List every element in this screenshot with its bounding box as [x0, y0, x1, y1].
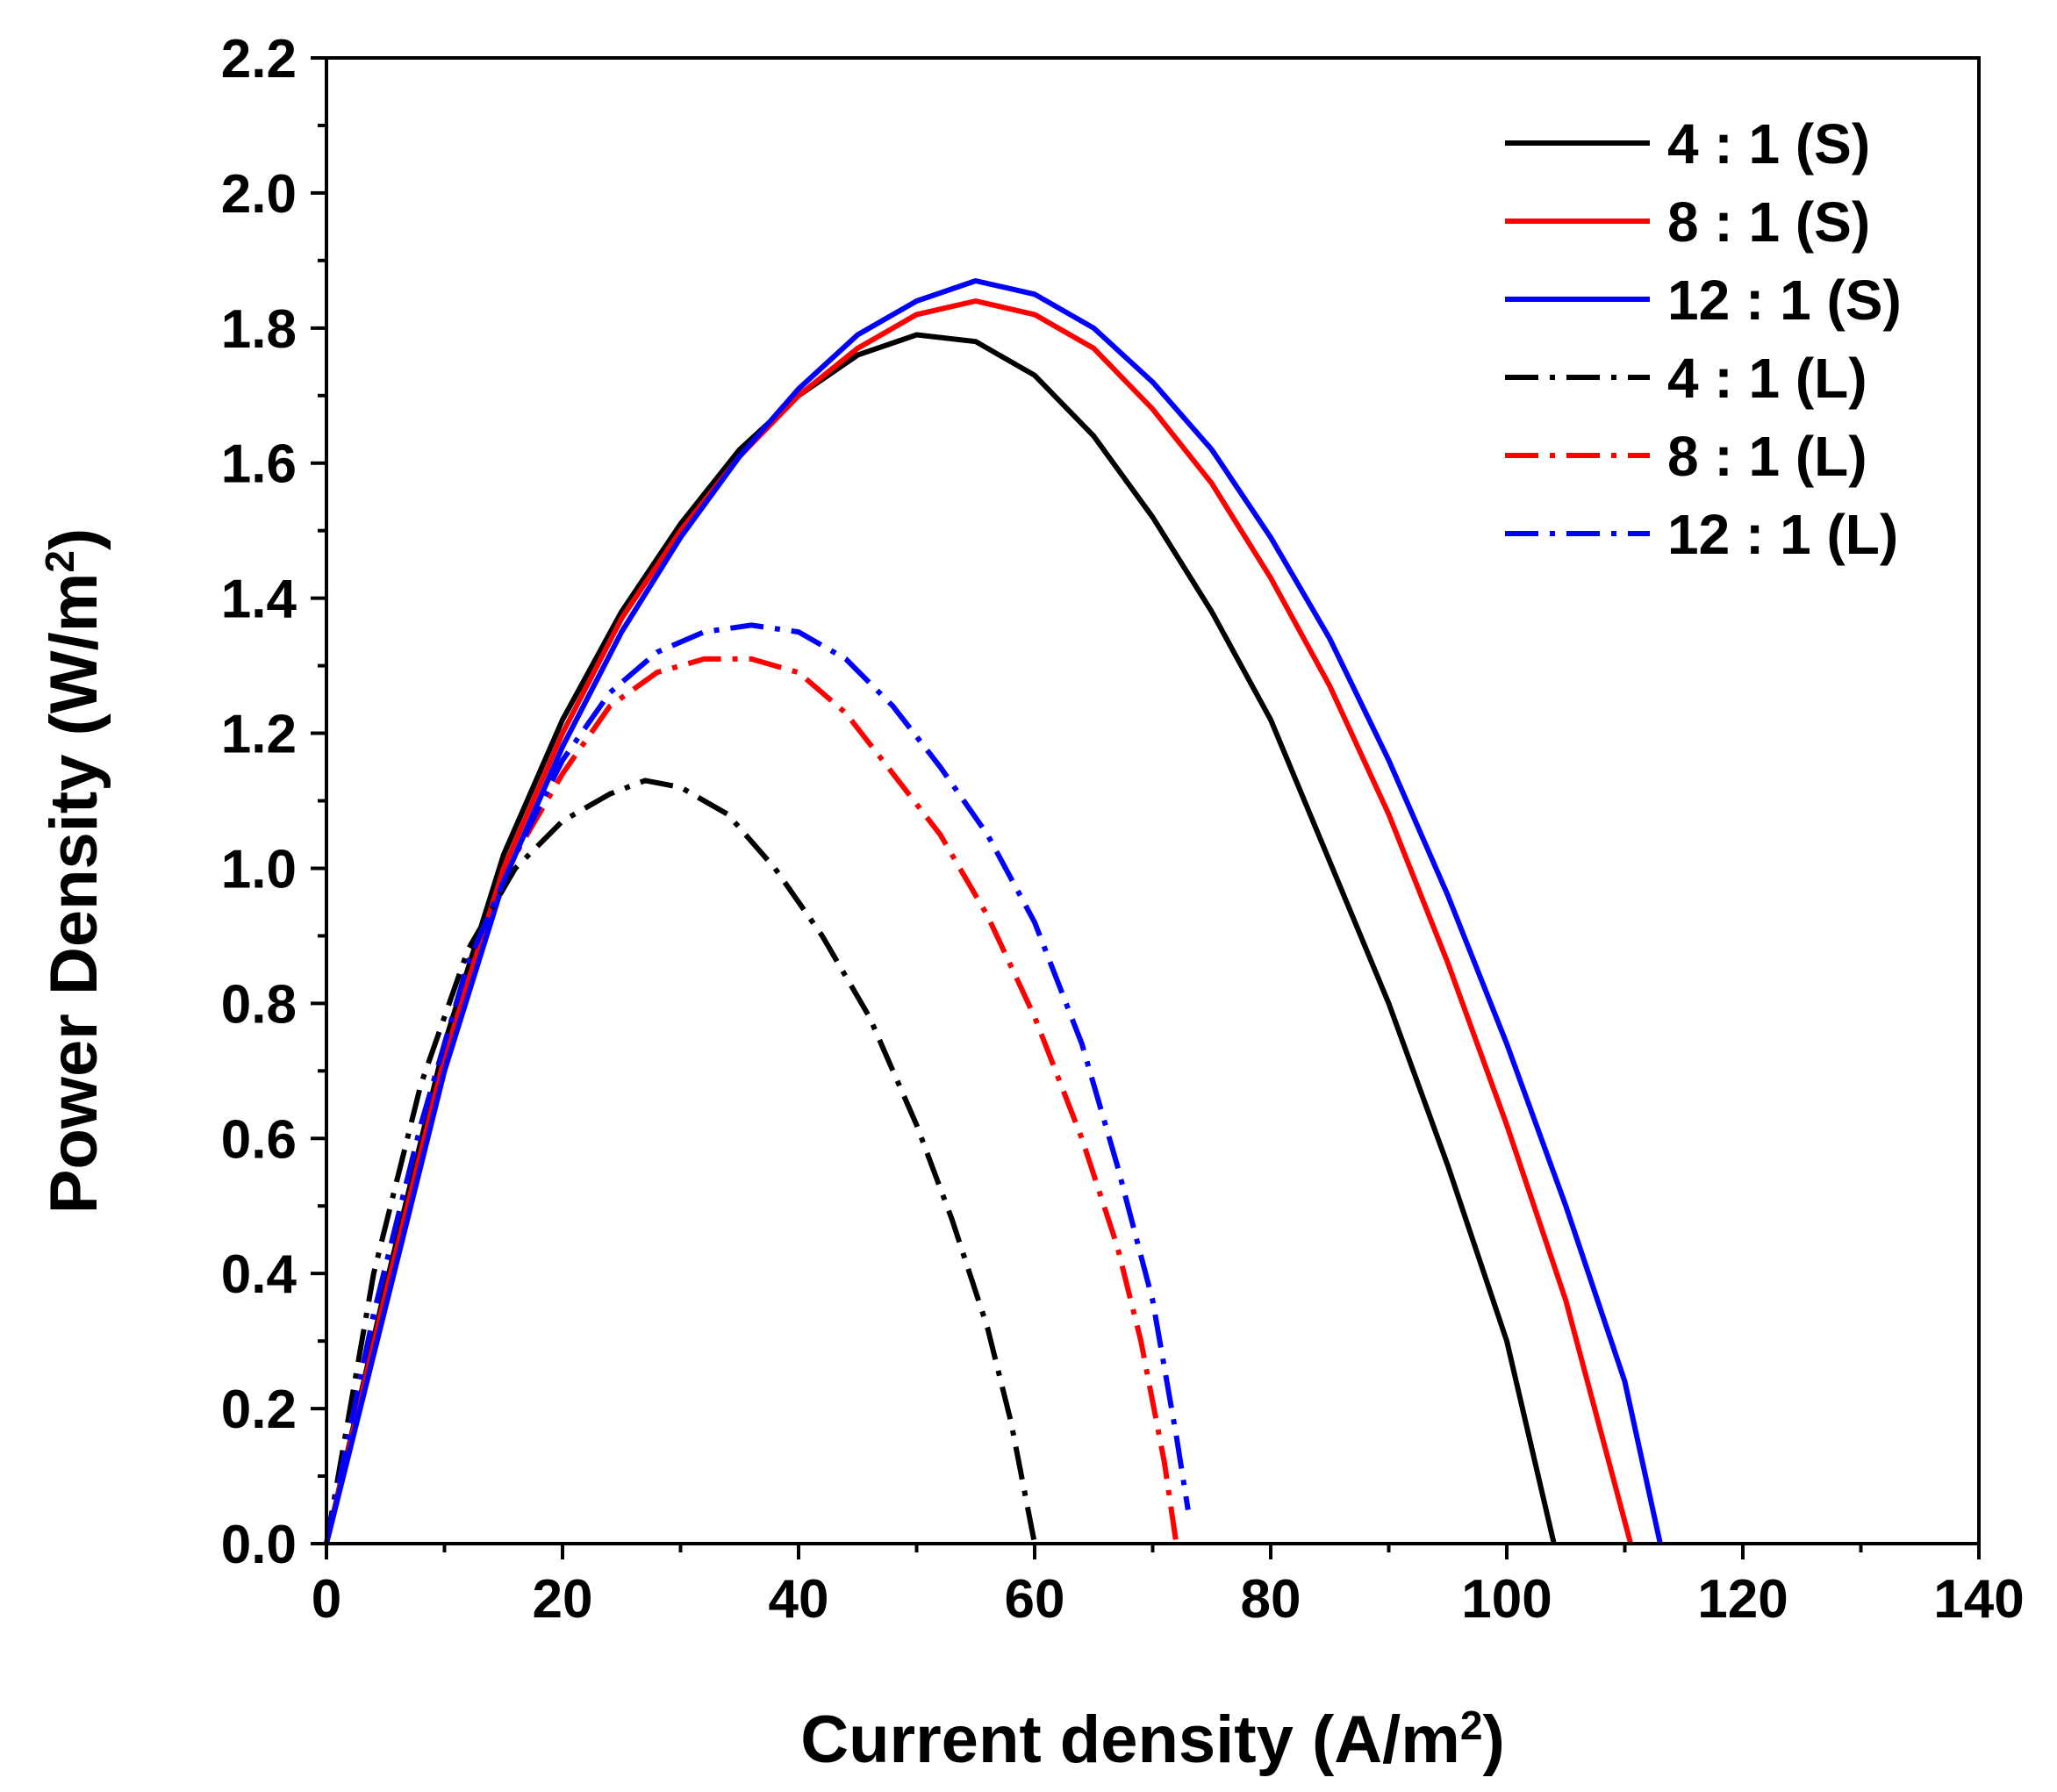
y-axis-title-sup: 2 [37, 550, 82, 573]
y-tick-label: 0.2 [221, 1380, 297, 1440]
x-axis-title-sup: 2 [1460, 1702, 1483, 1748]
y-tick-label: 0.6 [221, 1109, 297, 1170]
legend-label-5: 8 : 1 (L) [1667, 425, 1867, 488]
x-tick-label: 60 [1005, 1569, 1065, 1630]
x-axis-title-end: ) [1482, 1702, 1504, 1777]
legend-label-4: 4 : 1 (L) [1667, 347, 1867, 410]
x-tick-label: 20 [533, 1569, 593, 1630]
y-tick-label: 1.8 [221, 299, 297, 360]
y-axis-title-end: ) [37, 528, 111, 550]
x-axis-title: Current density (A/m2) [800, 1702, 1505, 1777]
series-line-3 [324, 278, 1663, 1545]
y-tick-label: 1.0 [221, 839, 297, 900]
y-tick-label: 1.4 [221, 570, 297, 630]
series-line-6 [324, 622, 1191, 1545]
x-tick-label: 140 [1933, 1569, 2024, 1630]
legend-label-3: 12 : 1 (S) [1667, 269, 1902, 332]
ticks-layer: 0 20 40 60 80 100 120 140 0.0 0.2 0.4 0.6 0.8 1.0 1.2 1… [221, 29, 2025, 1630]
x-tick-label: 80 [1241, 1569, 1301, 1630]
series-layer [324, 278, 1663, 1545]
legend: 4 : 1 (S) 8 : 1 (S) 12 : 1 (S) 4 : 1 (L) 8 :… [1505, 112, 1902, 566]
x-axis-title-base: Current density (A/m [800, 1702, 1460, 1777]
y-axis-title-base: Power Density (W/m [37, 573, 111, 1215]
x-tick-label: 0 [312, 1569, 341, 1630]
y-tick-label: 2.2 [221, 29, 297, 90]
legend-label-2: 8 : 1 (S) [1667, 190, 1870, 254]
x-tick-label: 100 [1461, 1569, 1552, 1630]
y-tick-label: 0.4 [221, 1244, 297, 1305]
x-tick-label: 120 [1697, 1569, 1788, 1630]
y-tick-label: 2.0 [221, 164, 297, 225]
y-axis-title: Power Density (W/m2) [37, 528, 111, 1214]
series-line-1 [324, 332, 1557, 1545]
y-tick-label: 1.6 [221, 434, 297, 495]
legend-label-6: 12 : 1 (L) [1667, 503, 1898, 566]
x-tick-label: 40 [769, 1569, 829, 1630]
series-line-4 [324, 778, 1037, 1545]
legend-label-1: 4 : 1 (S) [1667, 112, 1870, 176]
y-tick-label: 0.8 [221, 974, 297, 1035]
series-line-2 [324, 298, 1634, 1545]
y-tick-label: 0.0 [221, 1515, 297, 1575]
y-tick-label: 1.2 [221, 705, 297, 765]
